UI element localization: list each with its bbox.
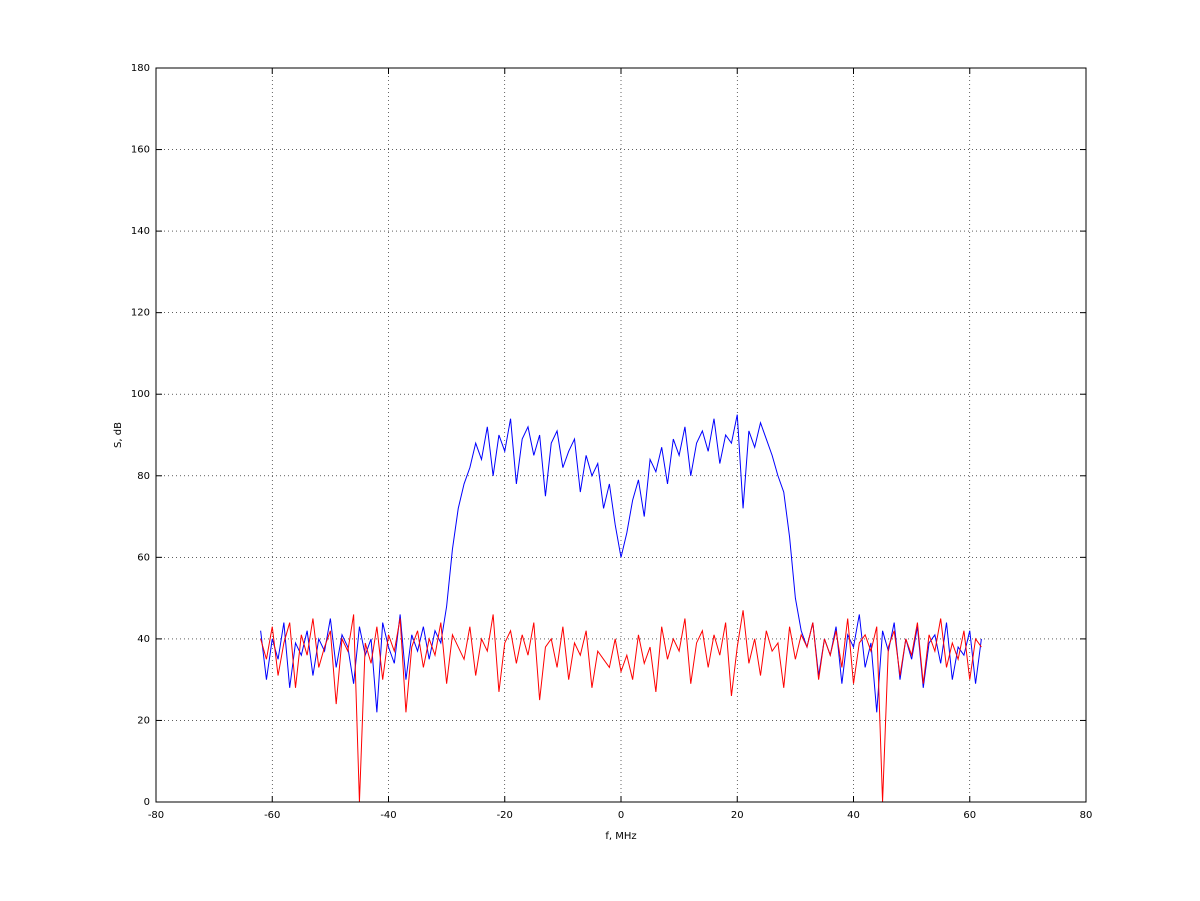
x-tick-label: 0 xyxy=(618,810,624,821)
x-tick-label: -40 xyxy=(380,810,396,821)
y-tick-label: 0 xyxy=(144,797,150,808)
series-line xyxy=(260,414,982,713)
x-tick-label: -20 xyxy=(497,810,513,821)
y-tick-label: 180 xyxy=(131,63,150,74)
x-tick-label: 20 xyxy=(731,810,744,821)
y-tick-label: 60 xyxy=(137,552,150,563)
y-tick-label: 40 xyxy=(137,634,150,645)
x-axis-label: f, MHz xyxy=(605,831,636,842)
x-tick-label: 40 xyxy=(847,810,860,821)
x-tick-label: 60 xyxy=(963,810,976,821)
series-line xyxy=(260,610,982,803)
y-tick-label: 140 xyxy=(131,226,150,237)
x-tick-label: -80 xyxy=(148,810,164,821)
y-tick-label: 100 xyxy=(131,389,150,400)
y-axis-label: S, dB xyxy=(113,422,124,448)
plot-frame xyxy=(155,67,1087,803)
y-tick-label: 120 xyxy=(131,308,150,319)
x-tick-label: 80 xyxy=(1080,810,1093,821)
x-tick-label: -60 xyxy=(264,810,280,821)
y-tick-label: 160 xyxy=(131,145,150,156)
y-tick-label: 80 xyxy=(137,471,150,482)
y-tick-label: 20 xyxy=(137,715,150,726)
